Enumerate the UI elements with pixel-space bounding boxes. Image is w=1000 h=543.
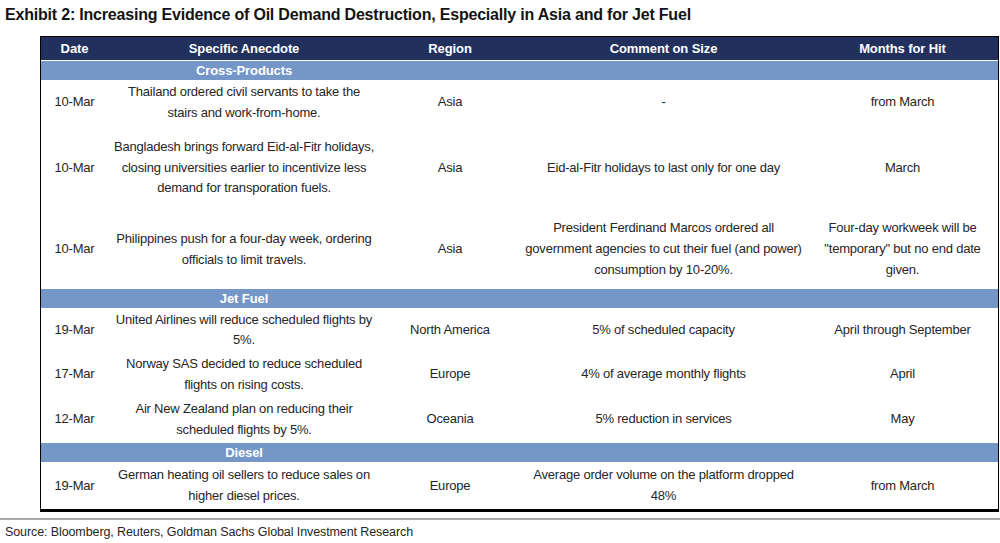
- cell-region: Europe: [380, 363, 520, 386]
- section-label: Jet Fuel: [108, 291, 380, 306]
- exhibit-page: Exhibit 2: Increasing Evidence of Oil De…: [0, 6, 1000, 543]
- table-header-row: Date Specific Anecdote Region Comment on…: [41, 37, 998, 60]
- cell-months: from March: [807, 91, 998, 114]
- cell-months: Four-day workweek will be "temporary" bu…: [807, 217, 998, 281]
- cell-date: 10-Mar: [41, 238, 108, 261]
- cell-comment: Eid-al-Fitr holidays to last only for on…: [520, 157, 807, 180]
- cell-months: May: [807, 408, 998, 431]
- table-row: 10-MarThailand ordered civil servants to…: [41, 81, 998, 125]
- cell-anecdote: Air New Zealand plan on reducing their s…: [108, 398, 380, 442]
- section-band-cross-products: Cross-Products: [41, 60, 998, 81]
- cell-anecdote: Norway SAS decided to reduce scheduled f…: [108, 353, 380, 397]
- source-divider: [0, 518, 1000, 520]
- column-header-anecdote: Specific Anecdote: [108, 41, 380, 56]
- cell-date: 19-Mar: [41, 319, 108, 342]
- exhibit-table: Date Specific Anecdote Region Comment on…: [40, 36, 999, 512]
- cell-months: March: [807, 157, 998, 180]
- column-header-months: Months for Hit: [807, 41, 998, 56]
- cell-comment: 5% reduction in services: [520, 408, 807, 431]
- section-band-jet-fuel: Jet Fuel: [41, 288, 998, 309]
- cell-anecdote: German heating oil sellers to reduce sal…: [108, 464, 380, 508]
- cell-date: 12-Mar: [41, 408, 108, 431]
- cell-comment: 5% of scheduled capacity: [520, 319, 807, 342]
- cell-region: Asia: [380, 157, 520, 180]
- cell-comment: -: [520, 91, 807, 114]
- cell-date: 19-Mar: [41, 475, 108, 498]
- cell-region: Europe: [380, 475, 520, 498]
- cell-comment: 4% of average monthly flights: [520, 363, 807, 386]
- exhibit-title: Exhibit 2: Increasing Evidence of Oil De…: [5, 6, 1000, 24]
- table-row: 10-MarBangladesh brings forward Eid-al-F…: [41, 125, 998, 212]
- column-header-comment: Comment on Size: [520, 41, 807, 56]
- cell-months: April: [807, 363, 998, 386]
- cell-date: 17-Mar: [41, 363, 108, 386]
- source-line: Source: Bloomberg, Reuters, Goldman Sach…: [5, 525, 1000, 539]
- column-header-date: Date: [41, 41, 108, 56]
- cell-anecdote: Thailand ordered civil servants to take …: [108, 81, 380, 125]
- table-row: 10-MarPhilippines push for a four-day we…: [41, 212, 998, 288]
- column-header-region: Region: [380, 41, 520, 56]
- cell-anecdote: United Airlines will reduce scheduled fl…: [108, 309, 380, 353]
- section-label: Cross-Products: [108, 63, 380, 78]
- cell-date: 10-Mar: [41, 91, 108, 114]
- cell-months: April through September: [807, 319, 998, 342]
- cell-date: 10-Mar: [41, 157, 108, 180]
- cell-comment: President Ferdinand Marcos ordered all g…: [520, 217, 807, 281]
- section-label: Diesel: [108, 445, 380, 460]
- table-row: 19-MarUnited Airlines will reduce schedu…: [41, 309, 998, 353]
- cell-anecdote: Bangladesh brings forward Eid-al-Fitr ho…: [108, 136, 380, 200]
- cell-region: Asia: [380, 91, 520, 114]
- table-body: Cross-Products10-MarThailand ordered civ…: [41, 60, 998, 509]
- table-row: 12-MarAir New Zealand plan on reducing t…: [41, 397, 998, 442]
- table-row: 17-MarNorway SAS decided to reduce sched…: [41, 352, 998, 397]
- cell-comment: Average order volume on the platform dro…: [520, 464, 807, 508]
- table-row: 19-MarGerman heating oil sellers to redu…: [41, 463, 998, 509]
- cell-region: Asia: [380, 238, 520, 261]
- section-band-diesel: Diesel: [41, 442, 998, 463]
- cell-region: Oceania: [380, 408, 520, 431]
- cell-region: North America: [380, 319, 520, 342]
- cell-months: from March: [807, 475, 998, 498]
- cell-anecdote: Philippines push for a four-day week, or…: [108, 228, 380, 272]
